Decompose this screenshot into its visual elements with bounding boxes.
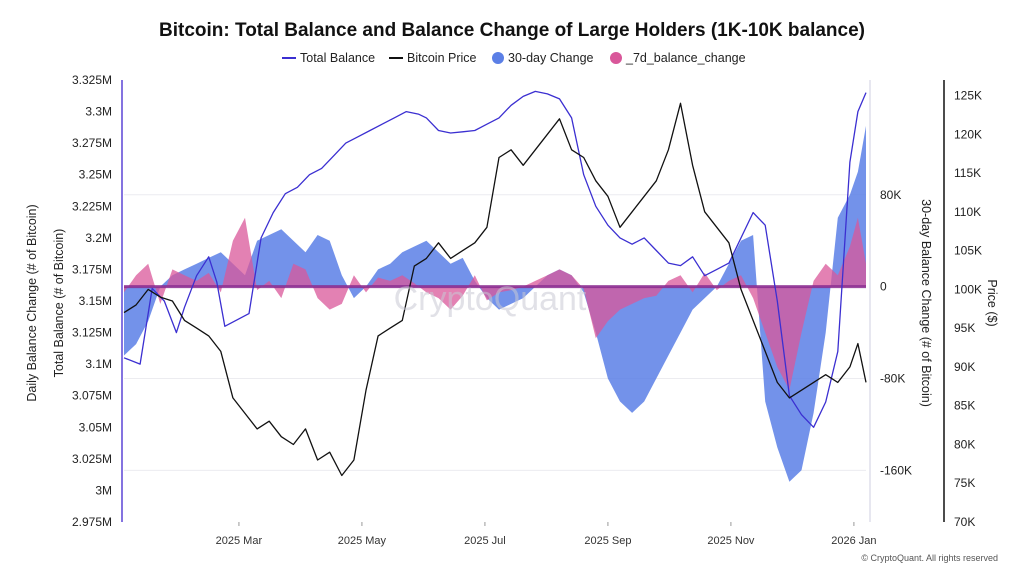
left-inner-axis-label: Total Balance (# of Bitcoin) [52,229,66,378]
right-outer-tick-label-6: 95K [954,321,975,335]
right-outer-tick-label-4: 105K [954,244,982,258]
right-outer-tick-label-10: 75K [954,476,975,490]
left-tick-label-0: 3.325M [72,73,112,87]
right-outer-tick-label-5: 100K [954,282,982,296]
left-tick-label-7: 3.15M [79,294,112,308]
legend-swatch-7d-balance-change [610,52,622,64]
right-outer-tick-label-2: 115K [954,166,981,180]
right-inner-tick-label-0: 80K [880,188,901,202]
line-total-balance [123,90,867,428]
plot-area: 3.325M 3.3M 3.275M 3.25M 3.225M 3.2M 3.175M 3.1… [72,73,982,547]
right-outer-tick-label-9: 80K [954,438,975,452]
legend: Total Balance Bitcoin Price 30-day Chang… [282,51,746,65]
chart-title: Bitcoin: Total Balance and Balance Chang… [159,20,865,41]
credit-text: © CryptoQuant. All rights reserved [861,553,998,563]
x-tick-label-0: 2025 Mar [216,535,263,547]
legend-label-7d-balance-change: _7d_balance_change [625,51,746,65]
legend-label-bitcoin-price: Bitcoin Price [407,51,477,65]
left-tick-label-6: 3.175M [72,262,112,276]
right-outer-tick-label-8: 85K [954,399,975,413]
left-tick-label-14: 2.975M [72,515,112,529]
left-tick-label-3: 3.25M [79,168,112,182]
right-inner-tick-label-2: -80K [880,372,905,386]
left-tick-label-12: 3.025M [72,452,112,466]
left-tick-label-8: 3.125M [72,326,112,340]
right-outer-tick-label-3: 110K [954,205,981,219]
left-tick-label-11: 3.05M [79,420,112,434]
line-bitcoin-price [123,102,867,477]
left-tick-label-5: 3.2M [85,231,112,245]
right-inner-tick-label-3: -160K [880,463,912,477]
left-outer-axis-label: Daily Balance Change (# of Bitcoin) [25,204,39,401]
right-outer-tick-label-7: 90K [954,360,975,374]
area-30-day-change [124,125,866,482]
right-outer-axis-label: Price ($) [985,279,999,326]
watermark: CryptoQuant [394,280,587,318]
right-inner-axis-label: 30-day Balance Change (# of Bitcoin) [919,199,933,407]
x-tick-label-4: 2025 Nov [707,535,755,547]
left-tick-label-13: 3M [95,483,112,497]
right-outer-tick-label-0: 125K [954,89,982,103]
left-tick-label-2: 3.275M [72,136,112,150]
left-tick-label-10: 3.075M [72,389,112,403]
right-inner-tick-label-1: 0 [880,280,887,294]
left-tick-label-1: 3.3M [85,105,112,119]
legend-swatch-30-day-change [492,52,504,64]
legend-label-total-balance: Total Balance [300,51,375,65]
x-tick-label-2: 2025 Jul [464,535,506,547]
right-outer-tick-label-1: 120K [954,127,982,141]
legend-label-30-day-change: 30-day Change [508,51,594,65]
right-outer-tick-label-11: 70K [954,515,975,529]
x-tick-label-3: 2025 Sep [584,535,631,547]
left-tick-label-9: 3.1M [85,357,112,371]
area-7d-balance-change [124,217,866,390]
x-tick-label-1: 2025 May [338,535,387,547]
x-tick-label-5: 2026 Jan [831,535,876,547]
left-tick-label-4: 3.225M [72,199,112,213]
